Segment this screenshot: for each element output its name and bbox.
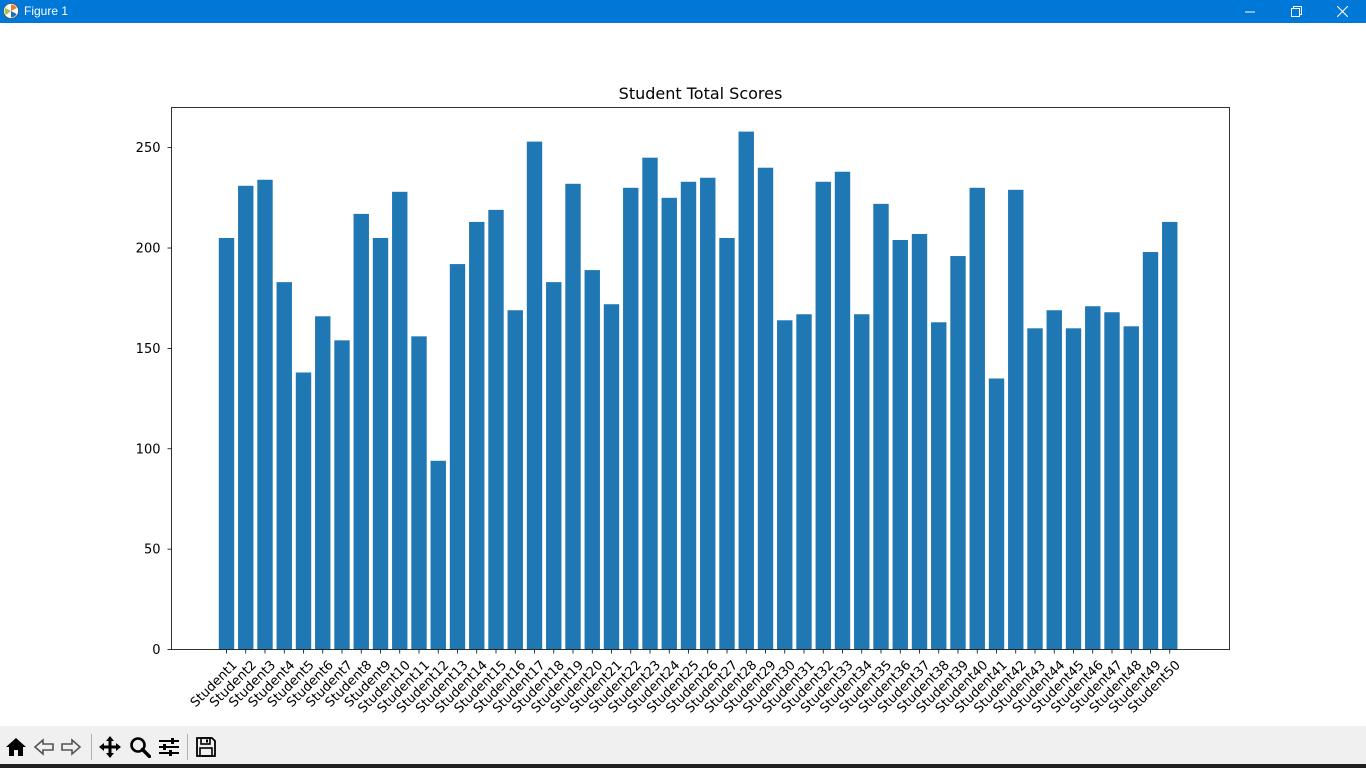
configure-subplots-button[interactable] (157, 735, 181, 759)
bar (969, 187, 985, 650)
bar (584, 270, 600, 650)
bar (295, 372, 312, 650)
bar (892, 239, 908, 650)
bar (411, 336, 427, 650)
pan-button[interactable] (98, 735, 122, 759)
bar (1085, 306, 1101, 650)
bar (1104, 312, 1120, 650)
y-tick-label: 50 (144, 543, 161, 558)
bar (873, 203, 889, 650)
forward-button[interactable] (59, 735, 83, 759)
bar (218, 237, 235, 650)
minimize-button[interactable] (1227, 0, 1273, 23)
bar (738, 131, 754, 650)
restore-button[interactable] (1273, 0, 1319, 23)
bar (603, 304, 620, 650)
y-tick-label: 200 (136, 242, 161, 257)
close-button[interactable] (1319, 0, 1365, 23)
bar (1162, 221, 1178, 650)
bar (392, 191, 408, 650)
bar (911, 233, 928, 650)
bar (449, 264, 466, 650)
bar (834, 171, 851, 650)
bar (623, 187, 639, 650)
bar (507, 310, 523, 650)
bar (642, 157, 658, 650)
bar (315, 316, 331, 650)
bar (334, 340, 350, 650)
bar (777, 320, 793, 650)
sliders-icon (159, 738, 179, 756)
bar (700, 177, 716, 650)
chart-title: Student Total Scores (619, 84, 783, 103)
bar (469, 221, 485, 650)
bar-chart: Student Total Scores050100150200250Stude… (136, 84, 1230, 716)
magnifier-icon (130, 737, 151, 758)
matplotlib-logo-icon (3, 3, 19, 19)
window-titlebar: Figure 1 (0, 0, 1366, 23)
zoom-button[interactable] (128, 735, 152, 759)
plot-frame (171, 107, 1230, 650)
close-icon (1336, 6, 1348, 17)
figure-canvas[interactable]: Student Total Scores 0 50 100 150 200 250 Stude… (0, 23, 1366, 726)
y-tick-label: 0 (152, 643, 160, 658)
restore-icon (1290, 6, 1302, 17)
forward-arrow-icon (61, 738, 82, 756)
floppy-disk-icon (196, 737, 216, 757)
window-title: Figure 1 (24, 4, 69, 18)
bar (546, 282, 562, 650)
taskbar-edge (0, 764, 1366, 768)
navigation-toolbar (0, 726, 1366, 764)
back-arrow-icon (33, 738, 54, 756)
bar (1123, 326, 1139, 650)
home-icon (6, 738, 26, 756)
bar (661, 197, 677, 650)
bar (353, 213, 369, 650)
bar (1046, 310, 1062, 650)
bar (815, 181, 831, 650)
y-tick-label: 100 (136, 442, 161, 457)
bar (950, 256, 966, 650)
toolbar-separator (91, 734, 92, 760)
bar (680, 181, 697, 650)
bar (257, 179, 273, 650)
minimize-icon (1245, 11, 1255, 12)
bar (488, 209, 504, 650)
bar (931, 322, 947, 650)
bar (719, 237, 735, 650)
bar (1142, 252, 1159, 650)
bar (430, 460, 446, 650)
toolbar-separator (187, 734, 188, 760)
bar (1065, 328, 1082, 650)
bar (276, 282, 292, 650)
bar (854, 314, 870, 650)
bar (757, 167, 774, 650)
y-tick-label: 250 (136, 141, 161, 156)
home-button[interactable] (4, 735, 28, 759)
bar (526, 141, 543, 650)
back-button[interactable] (32, 735, 56, 759)
y-tick-label: 150 (136, 342, 161, 357)
save-button[interactable] (194, 735, 218, 759)
bar (988, 378, 1005, 650)
bar (796, 314, 812, 650)
bar (565, 183, 581, 650)
bar (238, 185, 254, 650)
bar (1027, 328, 1043, 650)
bar (372, 237, 389, 650)
bar (1008, 189, 1024, 650)
move-icon (99, 736, 121, 758)
